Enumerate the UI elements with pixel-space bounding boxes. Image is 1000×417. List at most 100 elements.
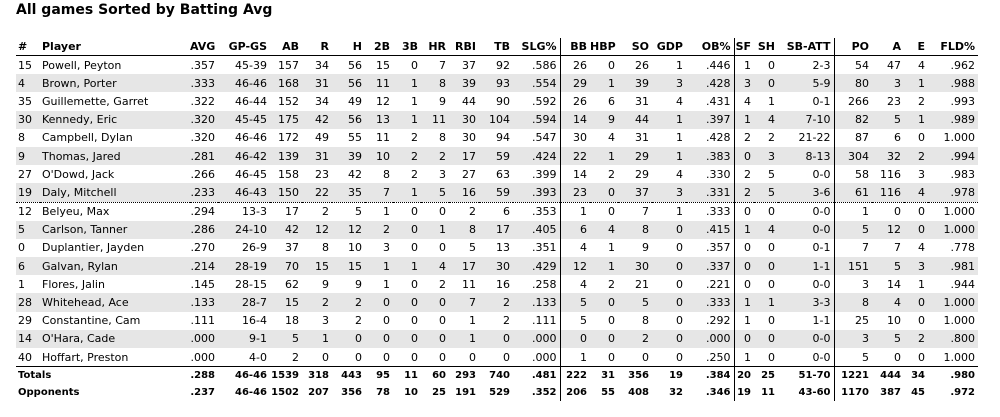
stat-cell: 1 [580,205,587,219]
stat-cell: 1 [383,205,390,219]
header-row: # Player AVG GP-GS AB R H 2B 3B HR RBI TB SLG% BB HBP S… [16,38,978,56]
column-header: HR [421,38,449,56]
stat-cell: .446 [686,55,735,75]
stat-cell: 4 [872,293,904,312]
stat-cell: .346 [686,384,735,402]
stat-cell: 408 [628,387,649,399]
stat-cell: 8 [322,241,329,255]
stat-cell: 11 [393,366,421,385]
stat-cell: 60 [421,366,449,385]
column-header: TB [479,38,513,56]
stat-cell: 0 [411,277,418,291]
player-row: 0 Duplantier, Jayden .270 26-9 37 8 10 3 0 0 5 13.3… [16,238,978,258]
stat-cell: .944 [950,277,976,291]
stat-cell: .983 [950,167,976,181]
stat-cell: 1 [652,146,686,166]
column-header: Player [40,38,190,56]
stat-cell: 5-9 [778,74,835,93]
player-row: 8 Campbell, Dylan .320 46-46 172 49 55 11 2 8 30 94… [16,128,978,147]
stat-cell: 1.000 [943,314,976,328]
stat-cell: 8 [383,167,390,181]
stat-cell: 3 [918,167,925,181]
stat-cell: 0 [676,350,683,364]
stat-cell: 1539 [270,366,302,385]
stat-cell: .383 [686,146,735,166]
stat-cell: .778 [950,241,976,255]
stat-cell: 22 [302,183,332,203]
stat-cell: 15 [332,257,365,276]
stat-cell: 2 [503,314,510,328]
stat-cell: 5 [355,205,362,219]
stat-cell: 56 [332,110,365,129]
stat-cell: .357 [190,58,216,72]
stat-cell: 222 [560,366,590,385]
stat-cell: 1 [18,277,25,291]
stat-cell: 1 [652,110,686,129]
stat-cell: 9 [439,94,446,108]
totals-row: Totals .288 46-46 1539 318 443 95 11 60 293 740.48… [16,366,978,385]
stat-cell: 35 [332,183,365,203]
stat-cell: .111 [190,314,216,328]
stat-cell: 1 [744,58,751,72]
stat-cell: 3 [834,329,872,348]
stat-cell: 2 [302,293,332,312]
stat-cell: 0-0 [778,202,835,221]
stat-cell: 0 [676,277,683,291]
stat-cell: .424 [513,146,561,166]
stat-cell: 0 [904,220,928,239]
stat-cell: 1 [393,110,421,129]
stat-cell: 0-1 [778,92,835,111]
column-header: GP-GS [218,38,270,56]
column-header: H [332,38,365,56]
stat-cell: 356 [341,387,362,399]
stat-cell: 30 [479,257,513,276]
stat-cell: 8 [834,293,872,312]
stat-cell: 5 [768,167,775,181]
stat-cell: .357 [686,238,735,258]
stat-cell: 54 [855,58,869,72]
stat-cell: 30 [16,110,40,129]
stat-cell: 104 [479,110,513,129]
stat-cell: 30 [573,131,587,145]
stat-cell: 4 [590,220,618,239]
stat-cell: .978 [928,183,978,203]
stat-cell: 4 [580,241,587,255]
stat-cell: 116 [872,183,904,203]
stat-cell: 191 [455,387,476,399]
stat-cell: 37 [462,58,476,72]
stat-cell: .000 [190,350,216,364]
stat-cell: 23 [887,94,901,108]
stat-cell: 0 [734,257,754,276]
stat-cell: 0 [744,241,751,255]
stat-cell: 30 [462,131,476,145]
player-row: 29 Constantine, Cam .111 16-4 18 3 2 0 0 0 1 2.111 5… [16,311,978,330]
stat-cell: 46-42 [218,146,270,166]
stat-cell: 13-3 [242,205,267,219]
stat-cell: 2 [322,205,329,219]
stat-cell: 0 [355,350,362,364]
stat-cell: .331 [686,183,735,203]
stat-cell: 1 [676,131,683,145]
stat-cell: 0 [439,350,446,364]
stat-cell: 46-46 [218,366,270,385]
column-header: GDP [652,38,686,56]
stat-cell: 6 [503,205,510,219]
player-name: Galvan, Rylan [40,257,190,276]
stat-cell: .320 [190,131,216,145]
stat-cell: .250 [686,348,735,367]
stat-cell: 6 [16,257,40,276]
stat-cell: 28-7 [218,293,270,312]
stat-cell: 94 [496,131,510,145]
stat-cell: 0 [383,314,390,328]
stat-cell: 0 [503,350,510,364]
stat-cell: 0 [365,293,393,312]
stat-cell: 9 [322,277,329,291]
stat-cell: 62 [285,277,299,291]
stat-cell: 3 [652,183,686,203]
stat-cell: 23 [315,167,329,181]
stat-cell: 0-0 [778,275,835,294]
totals-label: Opponents [18,387,80,399]
stat-cell: 21 [635,277,649,291]
stat-cell: 7 [449,293,479,312]
stat-cell: 3 [383,241,390,255]
